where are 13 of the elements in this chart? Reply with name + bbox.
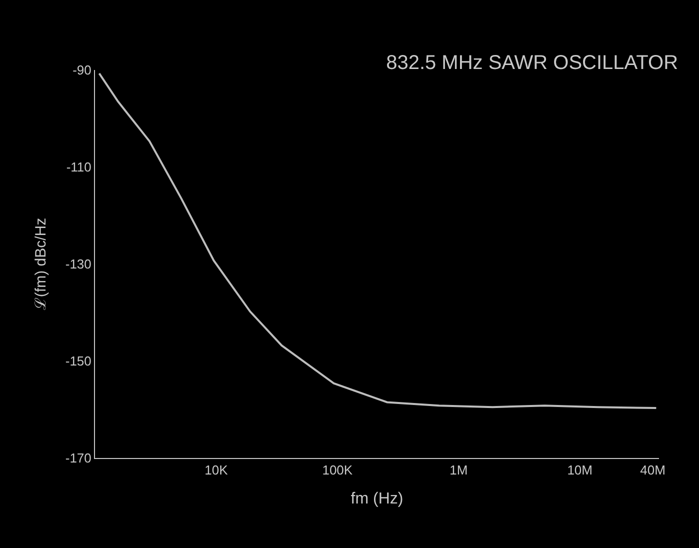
x-tick-label: 1M (450, 462, 468, 478)
x-tick-label: 10M (567, 462, 592, 478)
y-tick-label: -90 (72, 62, 92, 78)
y-tick-label: -110 (66, 160, 92, 175)
y-tick-label: -170 (65, 450, 92, 466)
x-axis-title: fm (Hz) (350, 490, 404, 508)
x-tick-label: 10K (204, 462, 228, 478)
y-tick-label: -130 (65, 256, 92, 272)
y-tick-label: -150 (65, 354, 92, 369)
x-tick-label: 100K (322, 462, 353, 478)
chart-title: 832.5 MHz SAWR OSCILLATOR (386, 52, 678, 74)
y-axis-title: ℒ(fm) dBc/Hz (32, 218, 50, 310)
x-tick-label: 40M (640, 462, 666, 478)
